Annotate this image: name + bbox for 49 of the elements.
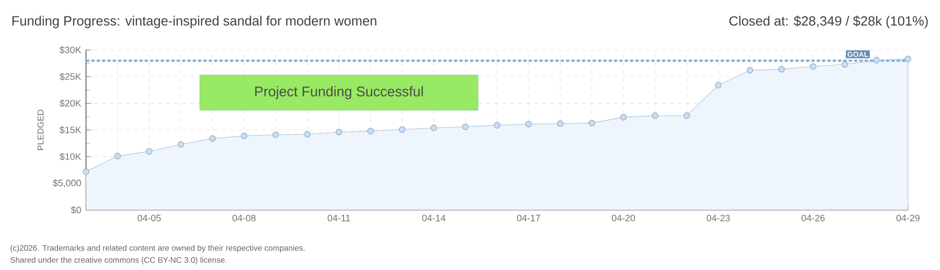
x-tick-label: 04-17 [517, 214, 540, 222]
y-axis-title: PLEDGED [37, 110, 44, 150]
point [715, 82, 722, 88]
point [462, 124, 469, 130]
point [430, 124, 437, 132]
point [272, 132, 279, 138]
point [810, 63, 816, 70]
y-tick-label: $30K [60, 46, 82, 54]
point [873, 56, 880, 64]
point [304, 131, 311, 138]
point [336, 128, 342, 136]
point [398, 126, 406, 133]
x-tick-label: 04-23 [706, 214, 730, 222]
x-tick-label: 04-29 [896, 214, 920, 222]
x-tick-label: 04-14 [422, 214, 446, 222]
annotation: Project Funding Successful [255, 86, 423, 100]
point [114, 152, 121, 160]
point [842, 61, 848, 68]
point [240, 132, 248, 140]
x-tick-label: 04-08 [232, 214, 256, 222]
point [588, 120, 596, 126]
point [494, 122, 500, 128]
y-tick-label: $15K [60, 126, 82, 134]
x-tick-label: 04-05 [138, 214, 161, 222]
y-tick-label: $20K [60, 100, 82, 108]
point [746, 67, 754, 74]
chart-title: Funding Progress: vintage-inspired sandal for modern women [12, 16, 376, 28]
x-tick-label: 04-20 [612, 214, 636, 222]
y-tick-label: $5,000 [52, 179, 81, 188]
text: (c)2026. Trademarks and related content are owned by their respective companies. [10, 244, 305, 252]
point [557, 120, 564, 127]
text: Closed at: $28,349 / $28k (101%) [729, 16, 928, 28]
y-tick-label: $10K [60, 152, 82, 160]
point [209, 135, 216, 142]
point [367, 128, 374, 134]
x-tick-label: 04-11 [328, 214, 350, 222]
point [683, 112, 690, 119]
point [146, 148, 152, 155]
point [178, 141, 184, 148]
point [904, 56, 912, 62]
point [620, 114, 627, 120]
point [525, 120, 532, 128]
x-tick-label: 04-26 [802, 214, 825, 222]
point [778, 66, 785, 72]
y-tick-label: $25K [60, 72, 82, 80]
text: Shared under the creative commons (CC BY-NC 3.0) license. [10, 256, 226, 264]
point [82, 168, 90, 175]
y-tick-label: $0 [71, 206, 81, 214]
point [652, 112, 658, 119]
